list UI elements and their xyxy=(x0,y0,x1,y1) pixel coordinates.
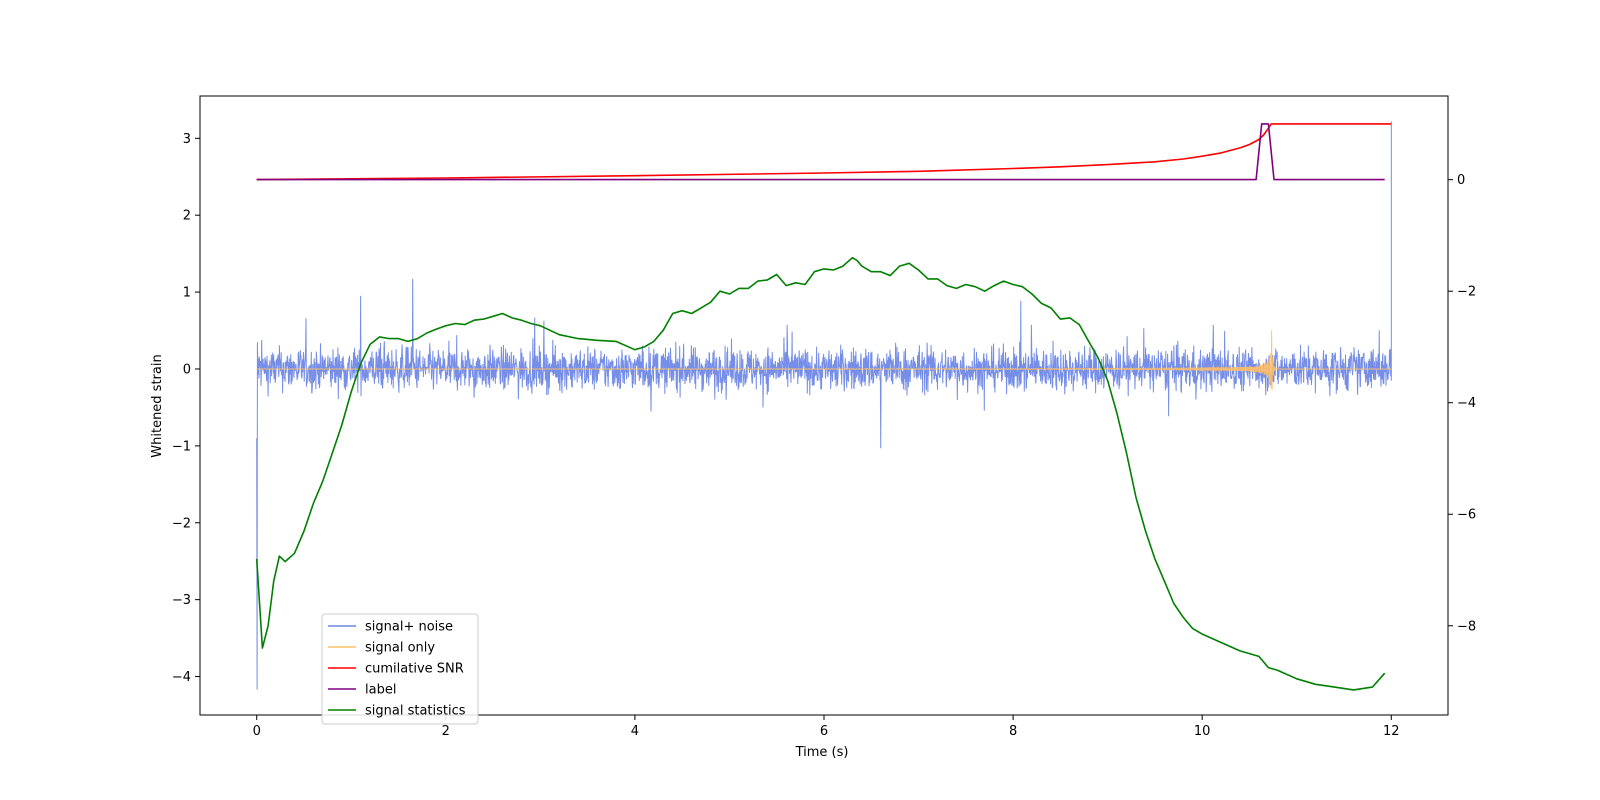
x-axis-label: Time (s) xyxy=(795,745,849,760)
series-cumulative-snr xyxy=(256,123,1392,181)
x-tick-label: 0 xyxy=(253,724,261,739)
y-tick-label: −2 xyxy=(172,516,191,531)
y-axis-left: −4 −3 −2 −1 0 1 2 3 xyxy=(172,132,200,685)
y-tick-label: 3 xyxy=(183,132,191,147)
y2-tick-label: 0 xyxy=(1457,173,1465,188)
y-tick-label: −3 xyxy=(172,593,191,608)
y-tick-label: 1 xyxy=(183,286,191,301)
legend: signal+ noise signal only cumilative SNR la… xyxy=(321,613,479,725)
x-tick-label: 8 xyxy=(1009,724,1017,739)
y-tick-label: 2 xyxy=(183,209,191,224)
y2-tick-label: −4 xyxy=(1457,396,1476,411)
series-label xyxy=(256,123,1385,181)
x-tick-label: 4 xyxy=(631,724,639,739)
legend-label: signal statistics xyxy=(365,704,466,719)
y-tick-label: 0 xyxy=(183,362,191,377)
x-tick-label: 6 xyxy=(820,724,828,739)
y2-tick-label: −8 xyxy=(1457,619,1476,634)
series-signal-statistics xyxy=(255,256,1386,691)
series-signal-only xyxy=(256,330,1392,391)
legend-label: label xyxy=(365,683,396,698)
legend-frame xyxy=(321,613,479,725)
y2-tick-label: −2 xyxy=(1457,285,1476,300)
x-tick-label: 2 xyxy=(442,724,450,739)
y-axis-right: −8 −6 −4 −2 0 xyxy=(1448,173,1476,634)
legend-label: cumilative SNR xyxy=(365,662,464,677)
y-tick-label: −4 xyxy=(172,670,191,685)
series-signal-plus-noise xyxy=(256,121,1392,690)
x-tick-label: 10 xyxy=(1194,724,1211,739)
y-axis-label: Whitened strain xyxy=(150,354,165,457)
legend-label: signal only xyxy=(365,641,435,656)
series-layer xyxy=(255,121,1392,691)
x-tick-label: 12 xyxy=(1383,724,1400,739)
y2-tick-label: −6 xyxy=(1457,508,1476,523)
legend-label: signal+ noise xyxy=(365,620,453,635)
y-tick-label: −1 xyxy=(172,439,191,454)
